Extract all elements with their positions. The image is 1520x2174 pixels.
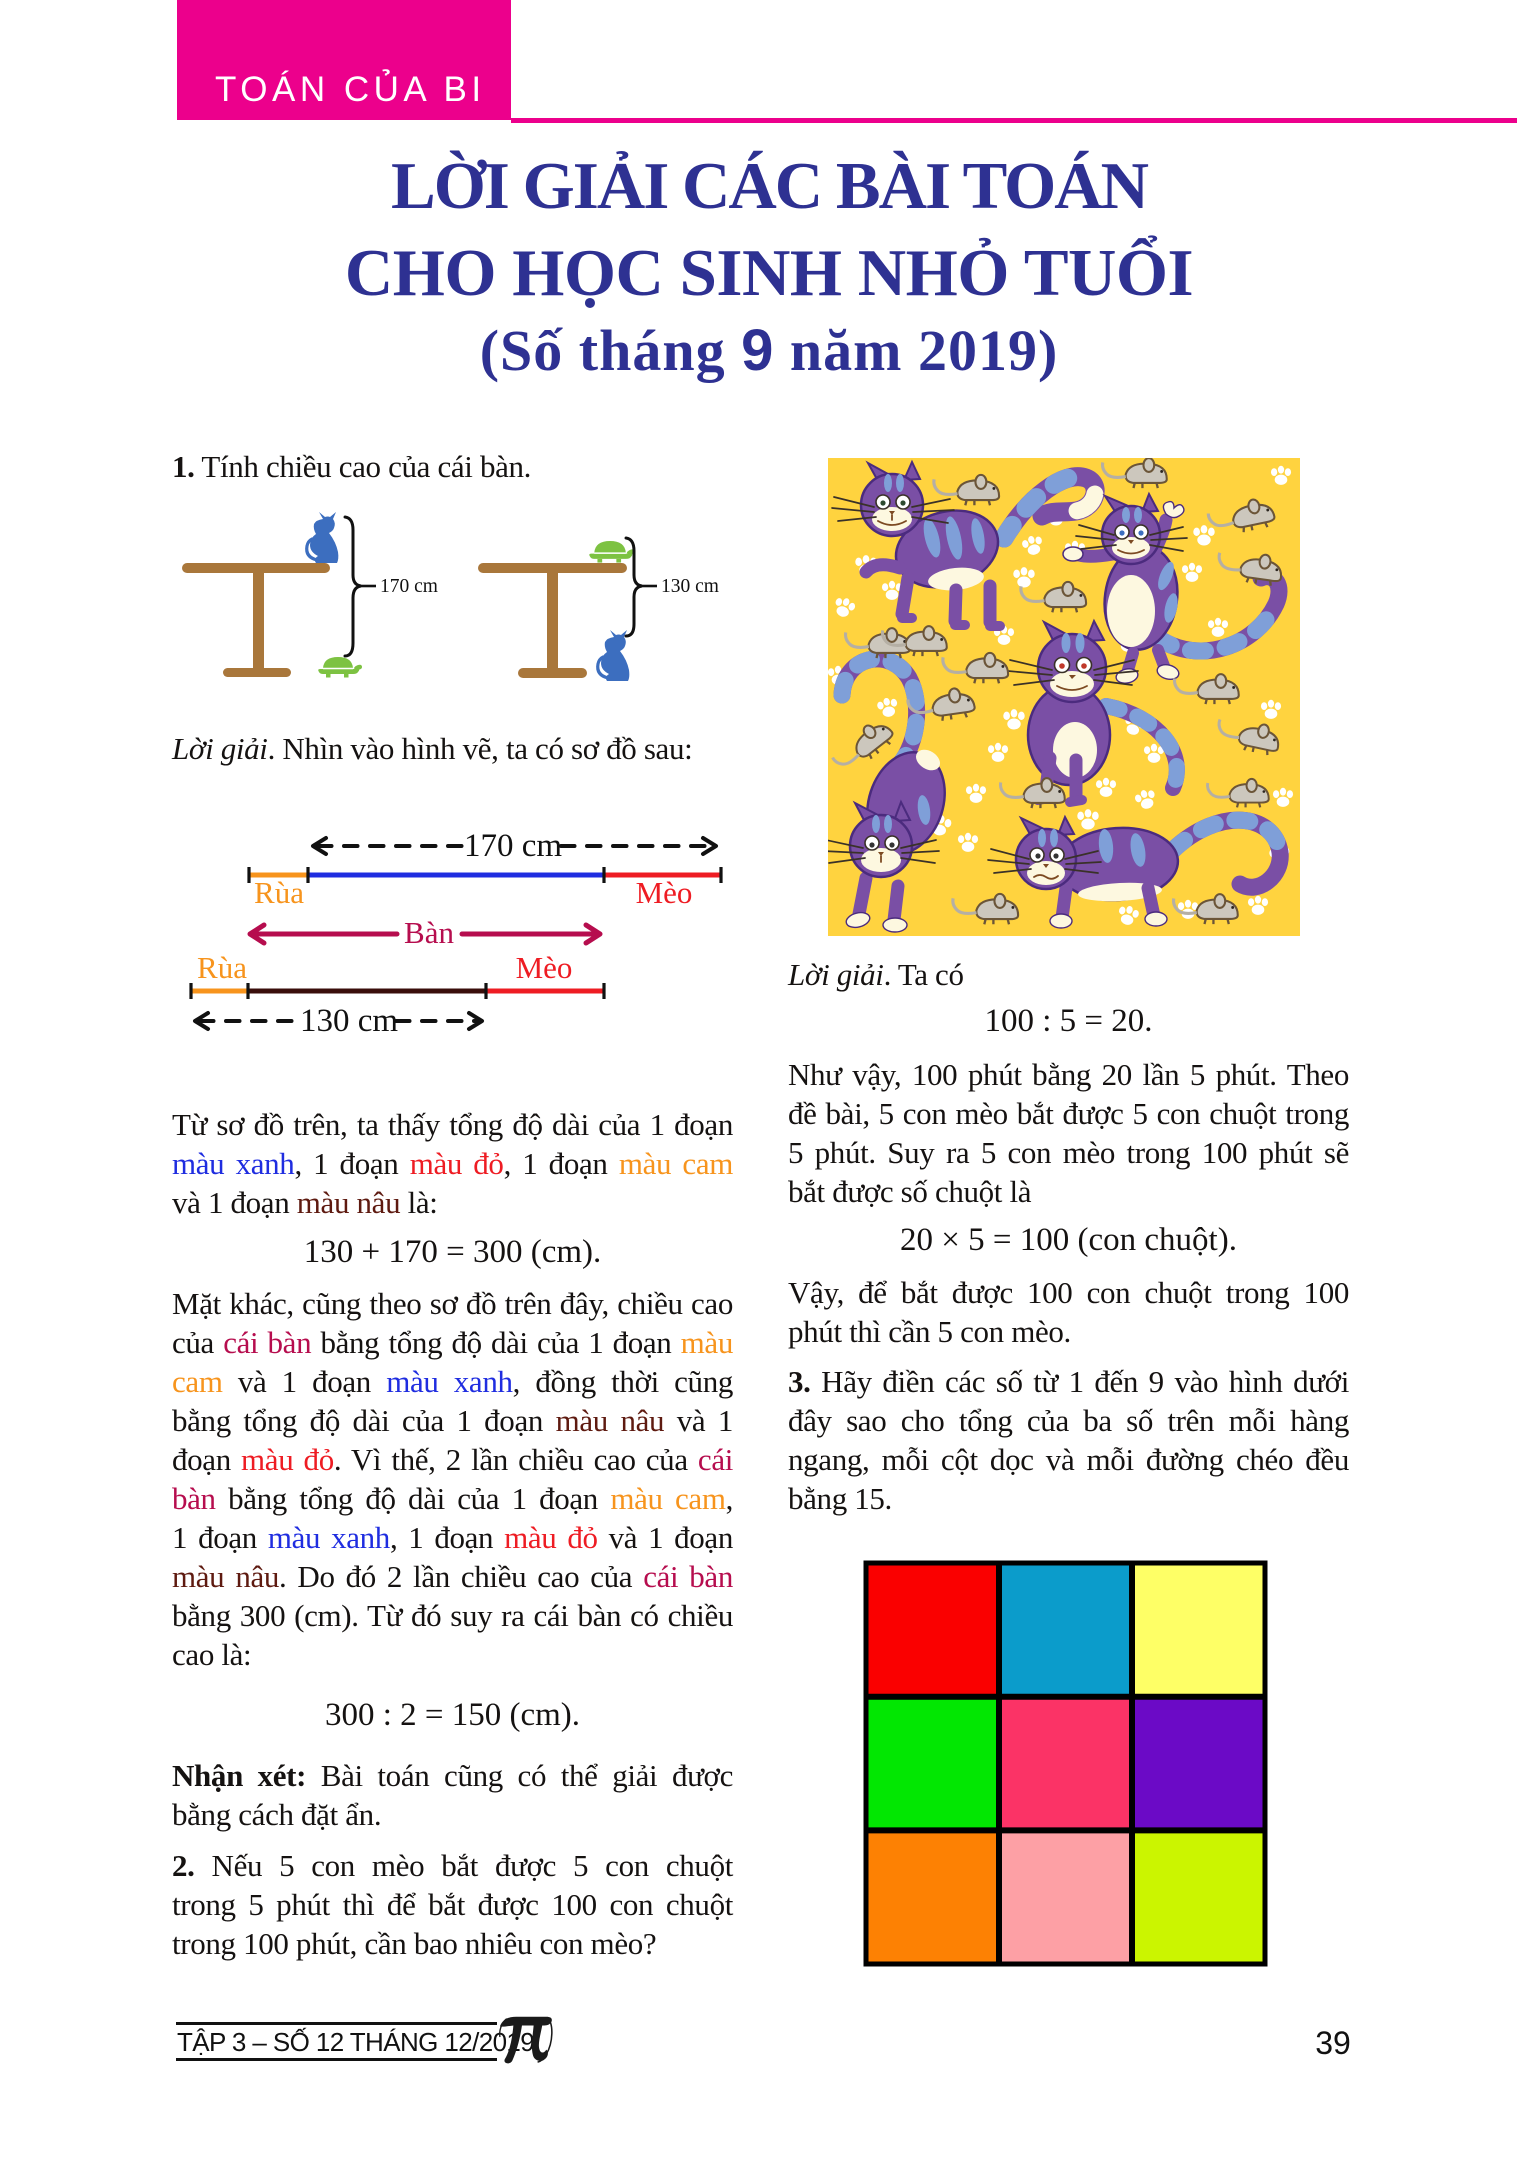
svg-text:Bàn: Bàn [404, 915, 454, 950]
svg-text:Mèo: Mèo [636, 875, 693, 910]
svg-text:Mèo: Mèo [516, 950, 573, 985]
svg-text:130 cm: 130 cm [300, 1003, 398, 1039]
svg-text:170 cm: 170 cm [380, 576, 438, 597]
svg-text:Rùa: Rùa [197, 950, 247, 985]
svg-text:130 cm: 130 cm [661, 576, 719, 597]
svg-text:Rùa: Rùa [254, 875, 304, 910]
svg-text:170 cm: 170 cm [464, 830, 562, 864]
